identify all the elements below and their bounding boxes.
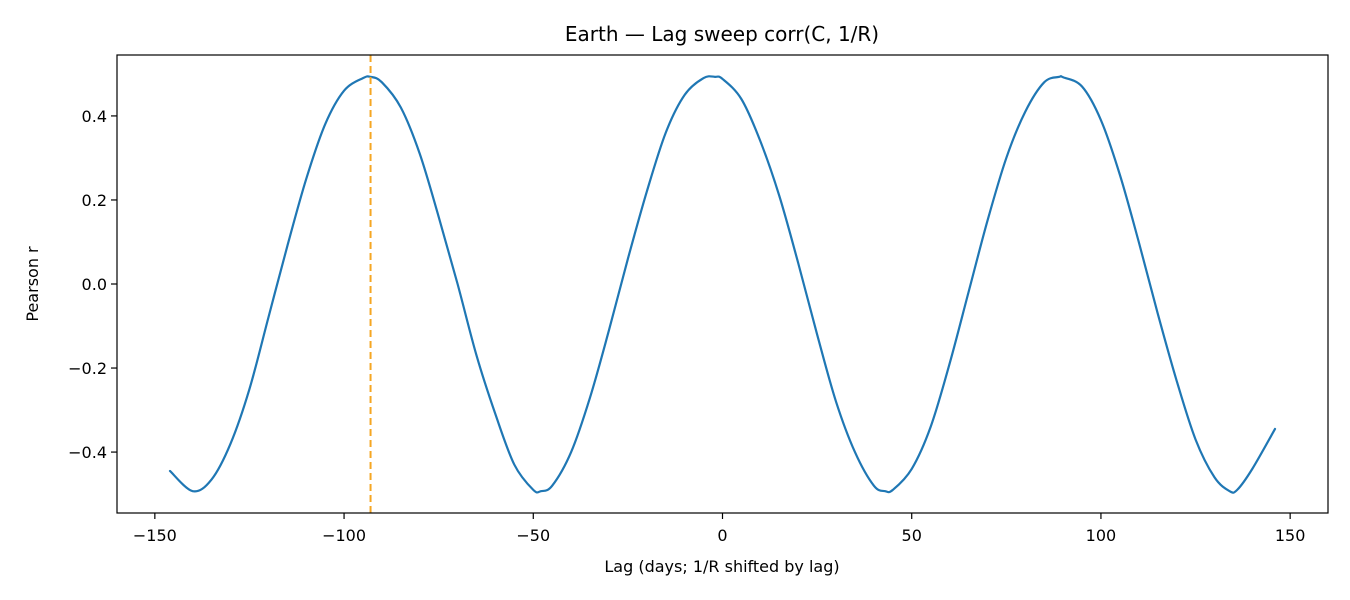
y-tick-label: 0.4 xyxy=(82,107,107,126)
x-tick-label: 150 xyxy=(1275,526,1306,545)
x-tick-label: −100 xyxy=(322,526,366,545)
x-tick-label: −50 xyxy=(516,526,550,545)
y-axis-label: Pearson r xyxy=(23,246,42,322)
y-axis-ticks: 0.4 0.2 0.0 −0.2 −0.4 xyxy=(68,107,117,462)
x-axis-label: Lag (days; 1/R shifted by lag) xyxy=(604,557,839,576)
y-tick-label: 0.0 xyxy=(82,275,107,294)
chart-title: Earth — Lag sweep corr(C, 1/R) xyxy=(565,22,879,46)
x-tick-label: 0 xyxy=(717,526,727,545)
x-axis-ticks: −150 −100 −50 0 50 100 150 xyxy=(133,513,1306,545)
y-tick-label: −0.2 xyxy=(68,359,107,378)
x-tick-label: −150 xyxy=(133,526,177,545)
lines-layer xyxy=(168,55,1277,513)
y-tick-label: 0.2 xyxy=(82,191,107,210)
x-tick-label: 100 xyxy=(1086,526,1117,545)
series-line-0 xyxy=(168,75,1277,494)
y-tick-label: −0.4 xyxy=(68,443,107,462)
x-tick-label: 50 xyxy=(902,526,922,545)
